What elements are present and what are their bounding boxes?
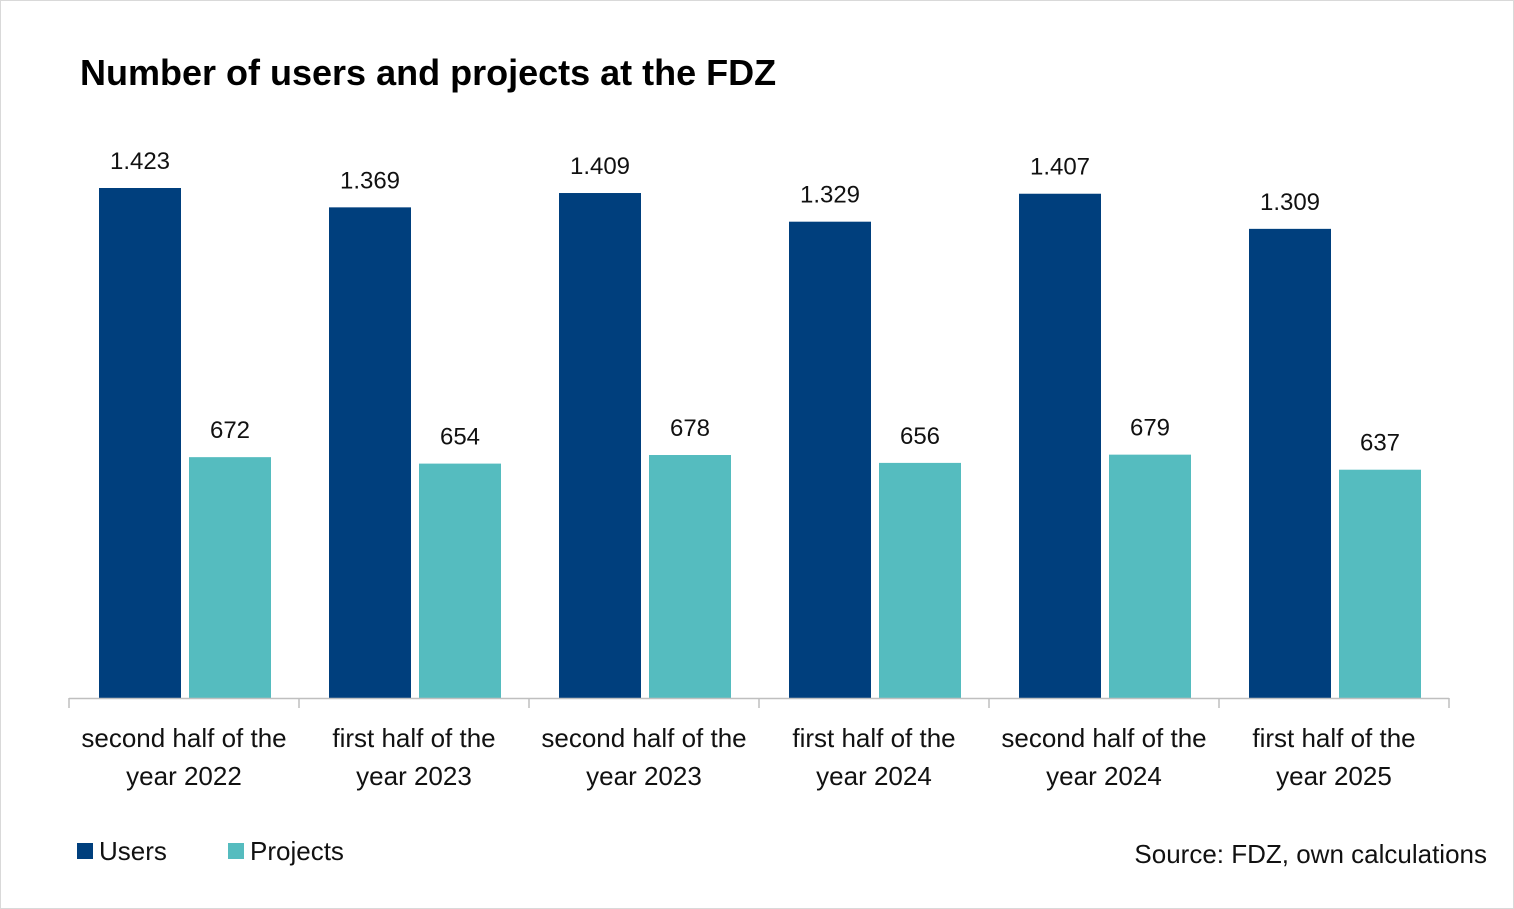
bar-projects-1 xyxy=(419,463,501,698)
data-labels-layer: 1.423 672 1.369 654 1.409 678 1.329 656 1.407 679… xyxy=(110,148,1400,457)
legend: Users Projects xyxy=(77,836,344,866)
bar-users-1 xyxy=(329,207,411,698)
x-tick-label-0: second half of the year 2022 xyxy=(81,723,286,791)
data-label-projects-2: 678 xyxy=(670,415,710,442)
data-label-projects-5: 637 xyxy=(1360,430,1400,457)
x-tick-label-2: second half of the year 2023 xyxy=(541,723,746,791)
data-label-users-5: 1.309 xyxy=(1260,189,1320,216)
data-label-users-3: 1.329 xyxy=(800,182,860,209)
legend-label-projects: Projects xyxy=(250,836,344,866)
data-label-users-4: 1.407 xyxy=(1030,154,1090,181)
bar-users-4 xyxy=(1019,193,1101,698)
legend-swatch-users xyxy=(77,843,93,859)
bar-users-3 xyxy=(789,221,871,698)
legend-swatch-projects xyxy=(228,843,244,859)
bar-projects-0 xyxy=(189,457,271,698)
data-label-users-1: 1.369 xyxy=(340,167,400,194)
data-label-projects-3: 656 xyxy=(900,423,940,450)
bar-projects-4 xyxy=(1109,454,1191,698)
data-label-users-0: 1.423 xyxy=(110,148,170,175)
bar-projects-2 xyxy=(649,455,731,698)
x-tick-label-1: first half of the year 2023 xyxy=(332,723,495,791)
x-tick-label-4: second half of the year 2024 xyxy=(1001,723,1206,791)
bar-users-2 xyxy=(559,193,641,698)
bars-layer xyxy=(99,188,1421,698)
bar-projects-5 xyxy=(1339,469,1421,698)
bar-projects-3 xyxy=(879,462,961,698)
data-label-projects-4: 679 xyxy=(1130,415,1170,442)
x-tick-label-5: first half of the year 2025 xyxy=(1252,723,1415,791)
x-tick-label-3: first half of the year 2024 xyxy=(792,723,955,791)
legend-label-users: Users xyxy=(99,836,167,866)
data-label-projects-0: 672 xyxy=(210,417,250,444)
x-axis: second half of the year 2022 first half of… xyxy=(68,697,1450,791)
chart-title: Number of users and projects at the FDZ xyxy=(80,52,776,93)
bar-users-0 xyxy=(99,188,181,698)
bar-users-5 xyxy=(1249,228,1331,698)
data-label-users-2: 1.409 xyxy=(570,153,630,180)
source-note: Source: FDZ, own calculations xyxy=(1134,839,1487,869)
data-label-projects-1: 654 xyxy=(440,424,480,451)
